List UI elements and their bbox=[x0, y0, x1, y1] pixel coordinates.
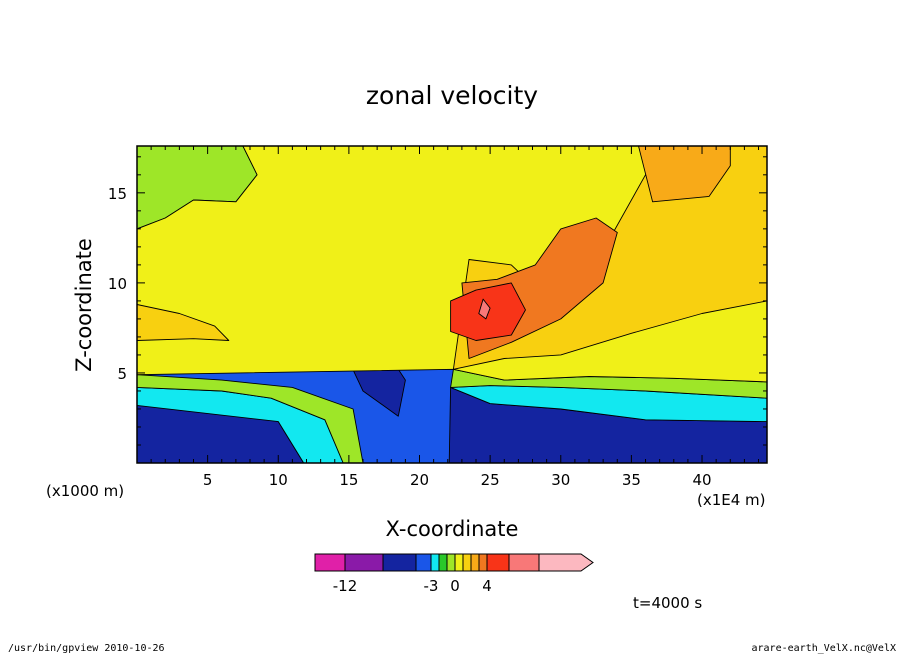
colorbar-swatch bbox=[314, 553, 346, 572]
colorbar-swatch bbox=[478, 553, 488, 572]
y-tick-label: 10 bbox=[108, 275, 127, 293]
time-label: t=4000 s bbox=[633, 594, 702, 612]
colorbar-ticks: -12 -3 0 4 bbox=[333, 577, 492, 595]
chart-title: zonal velocity bbox=[366, 81, 538, 110]
x-unit-note: (x1000 m) bbox=[46, 482, 124, 500]
colorbar-swatch bbox=[446, 553, 456, 572]
plot-frame bbox=[136, 145, 768, 464]
colorbar-swatch bbox=[382, 553, 417, 572]
colorbar-swatch bbox=[462, 553, 472, 572]
colorbar-swatch bbox=[454, 553, 464, 572]
contour-region bbox=[638, 146, 731, 203]
y-tick-label: 15 bbox=[108, 185, 127, 203]
contour-region bbox=[137, 304, 230, 341]
contour-region bbox=[137, 374, 364, 463]
x-scale-note: (x1E4 m) bbox=[697, 491, 766, 509]
colorbar-tick-label: -12 bbox=[333, 577, 358, 595]
x-tick-label: 20 bbox=[410, 471, 429, 489]
colorbar-swatch bbox=[486, 553, 510, 572]
y-axis: 5 10 15 bbox=[108, 156, 767, 446]
x-tick-label: 40 bbox=[692, 471, 711, 489]
colorbar-swatch bbox=[430, 553, 440, 572]
footer-program: /usr/bin/gpview 2010-10-26 bbox=[8, 643, 165, 654]
x-tick-label: 30 bbox=[551, 471, 570, 489]
colorbar-tick-label: 4 bbox=[482, 577, 492, 595]
colorbar-swatch bbox=[508, 553, 540, 572]
colorbar-swatch bbox=[470, 553, 480, 572]
colorbar-tick-label: 0 bbox=[450, 577, 460, 595]
x-axis-label: X-coordinate bbox=[386, 517, 519, 541]
y-tick-label: 5 bbox=[117, 365, 127, 383]
colorbar-swatch bbox=[344, 553, 384, 572]
footer-file: arare-earth_VelX.nc@VelX bbox=[752, 643, 897, 654]
x-tick-label: 25 bbox=[481, 471, 500, 489]
contour-field bbox=[137, 146, 767, 463]
y-axis-label: Z-coordinate bbox=[72, 238, 96, 372]
x-tick-label: 15 bbox=[339, 471, 358, 489]
contour-region bbox=[478, 298, 491, 320]
colorbar bbox=[314, 553, 594, 572]
colorbar-tick-label: -3 bbox=[424, 577, 439, 595]
x-tick-label: 5 bbox=[203, 471, 213, 489]
colorbar-swatch bbox=[438, 553, 448, 572]
colorbar-swatch bbox=[538, 553, 594, 572]
colorbar-swatch bbox=[415, 553, 432, 572]
x-axis: 5 10 15 20 25 30 35 40 bbox=[150, 146, 760, 489]
x-tick-label: 35 bbox=[622, 471, 641, 489]
x-tick-label: 10 bbox=[269, 471, 288, 489]
